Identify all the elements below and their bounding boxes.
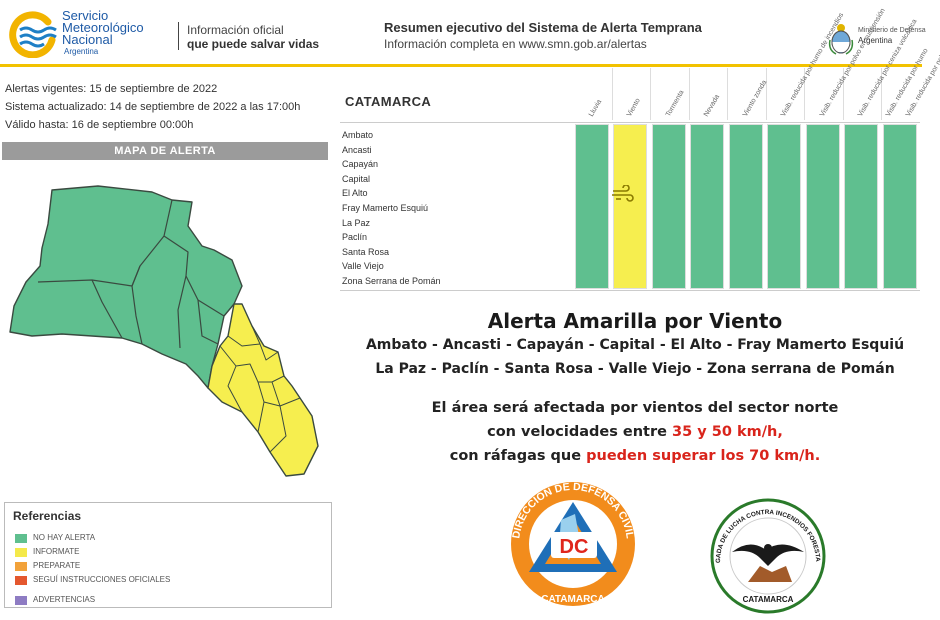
hazard-col-visib-ceniza[interactable]: [844, 124, 878, 289]
alert-zones-line1: Ambato - Ancasti - Capayán - Capital - E…: [365, 337, 905, 353]
alertas-vigentes: Alertas vigentes: 15 de septiembre de 20…: [5, 83, 218, 95]
col-separator: [804, 68, 805, 120]
svg-text:DC: DC: [560, 536, 589, 558]
legend-item-no-alert: NO HAY ALERTA: [15, 533, 95, 545]
alert-desc-line2: con velocidades entre 35 y 50 km/h,: [487, 424, 783, 440]
zone-item: Capital: [342, 173, 371, 184]
province-name: CATAMARCA: [345, 94, 432, 109]
col-separator: [612, 68, 613, 120]
zone-item: El Alto: [342, 188, 368, 199]
ministry-logo: Ministerio de Defensa Argentina: [828, 22, 938, 58]
wind-icon: [612, 185, 634, 202]
col-separator: [881, 68, 882, 120]
col-separator: [650, 68, 651, 120]
alert-map[interactable]: [2, 176, 328, 486]
legend-swatch: [15, 561, 27, 571]
zone-item: Ambato: [342, 130, 374, 140]
alert-desc-line3: con ráfagas que pueden superar los 70 km…: [449, 448, 821, 464]
legend-swatch: [15, 533, 27, 543]
hazard-col-nevada[interactable]: [690, 124, 724, 289]
legend-swatch: [15, 547, 27, 557]
alert-description: El área será afectada por vientos del se…: [335, 396, 935, 468]
alert-desc-line1: El área será afectada por vientos del se…: [431, 400, 839, 416]
col-separator: [727, 68, 728, 120]
hazard-column-labels: Lluvia Viento Tormenta Nevada Viento zon…: [575, 7, 940, 120]
hazard-col-lluvia[interactable]: [575, 124, 609, 289]
legend: Referencias NO HAY ALERTA INFORMATE PREP…: [4, 502, 332, 608]
hazard-col-tormenta[interactable]: [652, 124, 686, 289]
valido-hasta: Válido hasta: 16 de septiembre 00:00h: [5, 119, 194, 131]
legend-item-preparate: PREPARATE: [15, 561, 80, 573]
summary-title: Resumen ejecutivo del Sistema de Alerta …: [384, 20, 702, 35]
summary-link[interactable]: Información completa en www.smn.gob.ar/a…: [384, 37, 647, 51]
zone-item: Zona Serrana de Pomán: [342, 275, 441, 286]
zone-item: Paclín: [342, 232, 368, 243]
hazard-col-viento-zonda[interactable]: [729, 124, 763, 289]
hazard-col-visib-humo-incendios[interactable]: [767, 124, 801, 289]
header-divider: [178, 22, 179, 50]
svg-text:CATAMARCA: CATAMARCA: [743, 595, 794, 604]
zone-item: Santa Rosa: [342, 246, 390, 257]
alert-title: Alerta Amarilla por Viento: [487, 309, 783, 333]
col-separator: [843, 68, 844, 120]
map-green-internal-borders: [37, 199, 225, 349]
map-header: MAPA DE ALERTA: [2, 142, 328, 160]
legend-swatch: [15, 575, 27, 585]
validity-info: Alertas vigentes: 15 de septiembre de 20…: [5, 80, 300, 134]
col-label-tormenta: Tormenta: [664, 89, 686, 118]
header-rule: [0, 64, 922, 67]
summary-header: Resumen ejecutivo del Sistema de Alerta …: [384, 20, 702, 52]
sistema-actualizado: Sistema actualizado: 14 de septiembre de…: [5, 101, 301, 113]
col-label-viento: Viento: [625, 97, 642, 118]
col-label-lluvia: Lluvia: [587, 98, 604, 118]
hazard-col-viento[interactable]: [612, 124, 647, 289]
map-yellow-region: [207, 303, 319, 477]
svg-text:CATAMARCA: CATAMARCA: [541, 594, 605, 605]
matrix-top-rule: [340, 122, 920, 123]
legend-item-segui: SEGUÍ INSTRUCCIONES OFICIALES: [15, 575, 170, 587]
alert-zones-line2: La Paz - Paclín - Santa Rosa - Valle Vie…: [375, 361, 895, 377]
col-separator: [689, 68, 690, 120]
map-yellow-internal-borders: [219, 325, 301, 453]
brigada-incendios-logo: BRIGADA DE LUCHA CONTRA INCENDIOS FOREST…: [706, 496, 826, 614]
smn-logo-icon: [9, 11, 57, 58]
zone-item: La Paz: [342, 217, 371, 228]
hazard-col-visib-humo[interactable]: [883, 124, 917, 289]
matrix-bottom-rule: [340, 290, 920, 291]
col-separator: [766, 68, 767, 120]
legend-title: Referencias: [13, 509, 82, 523]
zone-list: Ambato Ancasti Capayán Capital El Alto F…: [342, 128, 441, 289]
smn-wordmark: Servicio Meteorológico Nacional Argentin…: [62, 8, 144, 56]
coat-of-arms-icon: [828, 24, 854, 55]
col-label-nevada: Nevada: [702, 93, 722, 118]
legend-item-advertencias: ADVERTENCIAS: [15, 595, 95, 607]
zone-item: Fray Mamerto Esquiú: [342, 202, 429, 213]
legend-item-informate: INFORMATE: [15, 547, 80, 559]
tagline: Información oficial que puede salvar vid…: [187, 23, 320, 51]
col-label-viento-zonda: Viento zonda: [741, 79, 769, 118]
defensa-civil-logo: DIRECCIÓN DE DEFENSA CIVIL DC CATAMARCA: [510, 481, 636, 606]
zone-item: Ancasti: [342, 144, 372, 155]
legend-swatch: [15, 595, 27, 605]
zone-item: Capayán: [342, 159, 379, 170]
map-green-region: [9, 185, 243, 389]
hazard-col-visib-polvo[interactable]: [806, 124, 840, 289]
zone-item: Valle Viejo: [342, 261, 384, 272]
